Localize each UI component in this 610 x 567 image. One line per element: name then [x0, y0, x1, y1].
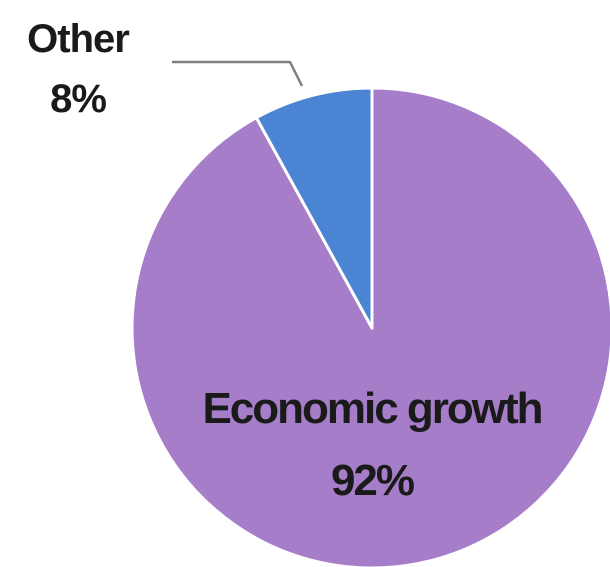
- pie-slices: [130, 86, 610, 567]
- other-leader-line: [172, 60, 304, 87]
- slice-label-other: Other: [27, 17, 129, 61]
- slice-value-other: 8%: [50, 77, 106, 121]
- pie-slice-other: [254, 86, 374, 330]
- slice-label-economic-growth: Economic growth: [202, 384, 541, 433]
- slice-value-economic-growth: 92%: [331, 456, 414, 505]
